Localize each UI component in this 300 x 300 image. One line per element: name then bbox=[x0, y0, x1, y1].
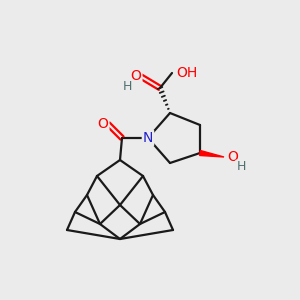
Text: OH: OH bbox=[176, 66, 197, 80]
Text: H: H bbox=[122, 80, 132, 94]
Text: O: O bbox=[98, 117, 108, 131]
Polygon shape bbox=[200, 151, 224, 157]
Text: O: O bbox=[227, 150, 238, 164]
Text: H: H bbox=[236, 160, 246, 173]
Text: N: N bbox=[143, 131, 153, 145]
Text: O: O bbox=[130, 69, 141, 83]
